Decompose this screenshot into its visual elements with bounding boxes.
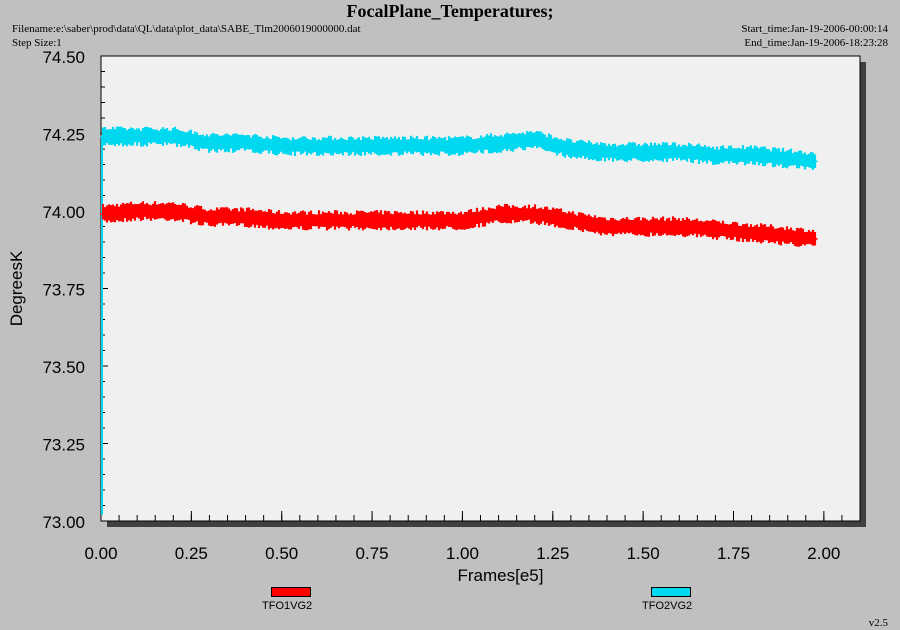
end-time-label: End_time:Jan-19-2006-18:23:28: [744, 37, 888, 49]
x-tick-label: 1.25: [536, 544, 569, 563]
data-point: [678, 225, 681, 228]
data-point: [815, 160, 818, 163]
y-tick-label: 73.50: [42, 358, 85, 377]
data-point: [425, 219, 428, 222]
data-point: [714, 154, 717, 157]
data-point: [461, 219, 464, 222]
x-tick-label: 2.00: [807, 544, 840, 563]
data-point: [136, 210, 139, 212]
data-point: [750, 231, 753, 234]
y-axis-label: DegreesK: [7, 250, 26, 326]
data-point: [533, 138, 536, 141]
x-tick-label: 0.00: [84, 544, 117, 563]
data-point: [136, 135, 139, 138]
x-tick-label: 0.25: [175, 544, 208, 563]
series-tfo1vg2: [100, 201, 818, 247]
data-point: [815, 237, 818, 240]
data-point: [389, 219, 392, 222]
data-point: [100, 135, 102, 138]
data-point: [244, 216, 247, 219]
series-tfo2vg2: [100, 126, 818, 170]
x-tick-label: 1.75: [717, 544, 750, 563]
x-axis-label: Frames[e5]: [458, 566, 544, 585]
data-point: [100, 213, 102, 216]
legend-label-tfo2vg2: TFO2VG2: [642, 600, 693, 612]
data-point: [678, 151, 681, 154]
data-point: [316, 219, 319, 222]
y-tick-label: 73.75: [42, 281, 85, 300]
data-point: [208, 141, 211, 144]
data-point: [569, 219, 572, 222]
data-point: [642, 151, 645, 154]
data-point: [208, 216, 211, 219]
data-point: [750, 154, 753, 157]
data-point: [497, 141, 500, 144]
data-point: [172, 135, 175, 138]
y-tick-label: 74.25: [42, 126, 85, 145]
data-point: [172, 210, 175, 212]
data-point: [316, 144, 319, 147]
data-point: [425, 144, 428, 147]
start-time-label: Start_time:Jan-19-2006-00:00:14: [741, 23, 888, 35]
chart-title: FocalPlane_Temperatures;: [346, 1, 554, 21]
step-size-label: Step Size:1: [12, 37, 62, 49]
y-tick-label: 73.00: [42, 513, 85, 532]
data-point: [533, 213, 536, 216]
data-point: [353, 219, 355, 222]
data-point: [786, 234, 789, 237]
legend-swatch-tfo1vg2: [271, 587, 311, 597]
data-point: [642, 225, 645, 228]
data-point: [569, 148, 572, 150]
filename-label: Filename:e:\saber\prod\data\QL\data\plot…: [12, 23, 361, 35]
data-point: [606, 225, 608, 228]
y-tick-label: 74.00: [42, 203, 85, 222]
data-point: [280, 219, 283, 222]
data-point: [244, 141, 247, 144]
x-tick-label: 1.00: [446, 544, 479, 563]
legend-swatch-tfo2vg2: [651, 587, 691, 597]
y-tick-label: 73.25: [42, 436, 85, 455]
data-point: [389, 144, 392, 147]
legend-label-tfo1vg2: TFO1VG2: [262, 600, 313, 612]
data-point: [353, 144, 355, 147]
data-point: [280, 144, 283, 147]
x-tick-label: 0.75: [356, 544, 389, 563]
y-tick-label: 74.50: [42, 48, 85, 67]
plot-area: [100, 55, 861, 522]
x-tick-label: 0.50: [265, 544, 298, 563]
version-label: v2.5: [868, 617, 888, 629]
x-tick-label: 1.50: [627, 544, 660, 563]
data-point: [606, 151, 608, 154]
data-point: [786, 157, 789, 160]
data-point: [497, 213, 500, 216]
data-point: [461, 144, 464, 147]
data-point: [714, 228, 717, 231]
